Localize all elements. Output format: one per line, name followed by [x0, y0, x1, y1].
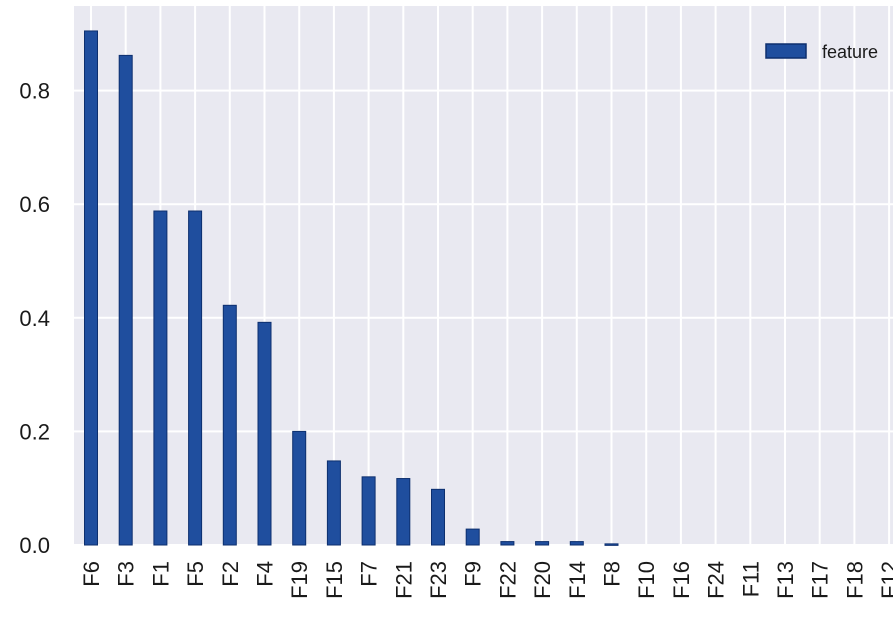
bar-f1 [153, 210, 168, 546]
x-tick-label: F24 [704, 561, 729, 599]
x-tick-label: F20 [530, 561, 555, 599]
bar-f20 [535, 541, 550, 546]
x-tick-label: F3 [114, 561, 139, 587]
x-tick-label: F5 [183, 561, 208, 587]
x-tick-label: F6 [79, 561, 104, 587]
bar-f2 [222, 304, 237, 546]
y-tick-label: 0.2 [19, 419, 50, 444]
x-tick-label: F21 [391, 561, 416, 599]
x-tick-label: F23 [426, 561, 451, 599]
x-tick-label: F1 [148, 561, 173, 587]
x-axis-ticks: F6 F3 F1 F5 F2 F4 F19 F15 F7 F21 F23 F9 F22 F20 F14 F8 F… [79, 561, 893, 599]
bar-f22 [500, 541, 515, 546]
y-axis-ticks: 0.0 0.2 0.4 0.6 0.8 [19, 79, 50, 558]
x-tick-label: F7 [357, 561, 382, 587]
x-tick-label: F17 [808, 561, 833, 599]
bar-f21 [396, 478, 411, 546]
bars [84, 30, 619, 546]
bar-f3 [118, 54, 133, 546]
legend-swatch [765, 43, 807, 59]
bar-f6 [84, 30, 98, 546]
x-tick-label: F8 [600, 561, 625, 587]
x-tick-label: F4 [253, 561, 278, 587]
plot-background [74, 6, 893, 545]
y-tick-label: 0.6 [19, 192, 50, 217]
x-tick-label: F9 [461, 561, 486, 587]
x-tick-label: F11 [738, 561, 763, 597]
x-tick-label: F2 [218, 561, 243, 587]
y-tick-label: 0.8 [19, 79, 50, 104]
x-tick-label: F10 [634, 561, 659, 599]
bar-f5 [188, 210, 203, 546]
x-tick-label: F16 [669, 561, 694, 599]
bar-f19 [292, 430, 307, 546]
bar-f23 [431, 488, 445, 546]
x-tick-label: F22 [495, 561, 520, 599]
bar-f15 [326, 460, 341, 546]
bar-f14 [569, 541, 584, 546]
legend: feature [765, 42, 878, 62]
x-tick-label: F19 [287, 561, 312, 599]
legend-label: feature [822, 42, 878, 62]
bar-f7 [361, 476, 376, 546]
x-tick-label: F18 [842, 561, 867, 599]
x-tick-label: F13 [773, 561, 798, 599]
x-tick-label: F12 [877, 561, 893, 599]
bar-f8 [604, 543, 619, 546]
bar-f9 [465, 528, 480, 546]
y-tick-label: 0.4 [19, 306, 50, 331]
bar-f4 [257, 321, 272, 546]
y-tick-label: 0.0 [19, 533, 50, 558]
x-tick-label: F14 [565, 561, 590, 599]
x-tick-label: F15 [322, 561, 347, 599]
